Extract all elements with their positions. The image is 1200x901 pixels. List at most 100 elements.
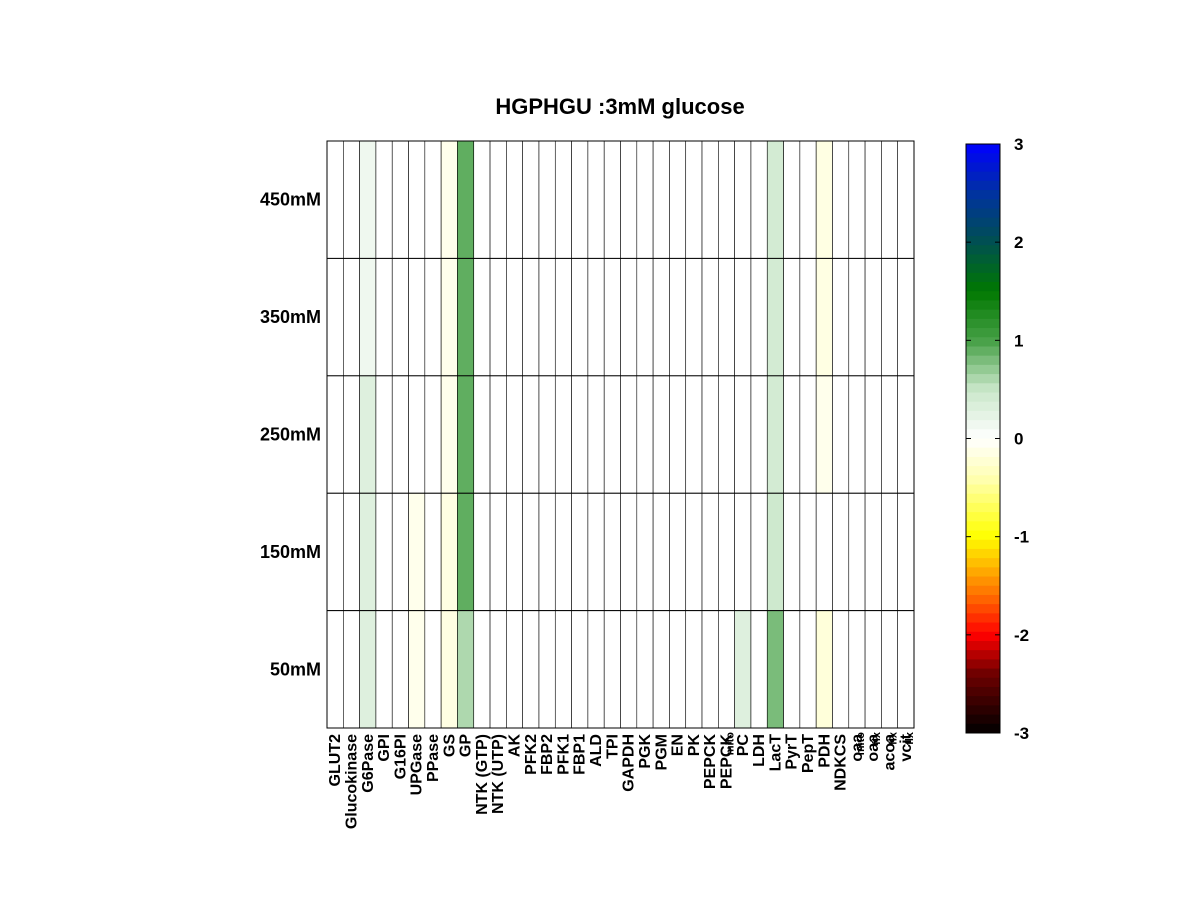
x-tick-subscript: flx <box>888 731 900 745</box>
heatmap-cell <box>408 492 426 611</box>
heatmap-cell <box>750 258 768 377</box>
x-tick-label: PK <box>686 734 703 757</box>
heatmap-cell <box>440 610 458 729</box>
heatmap-cell <box>522 492 540 611</box>
heatmap-cell <box>652 140 670 259</box>
colorbar-segment <box>966 677 1000 688</box>
heatmap-cell <box>457 492 475 611</box>
colorbar-segment <box>966 438 1000 449</box>
heatmap-cell <box>750 492 768 611</box>
heatmap-cell <box>881 140 898 259</box>
heatmap-cell <box>554 258 572 377</box>
heatmap-cell <box>457 375 475 494</box>
colorbar-segment <box>966 696 1000 706</box>
y-tick-label: 250mM <box>260 425 321 445</box>
colorbar-tick-label: -3 <box>1014 724 1029 743</box>
heatmap-cell <box>506 258 523 377</box>
colorbar-segment <box>966 337 1000 347</box>
heatmap-cell <box>326 492 344 611</box>
y-tick-labels: 450mM 350mM 250mM 150mM 50mM <box>260 190 321 680</box>
x-tick-label: PFK1 <box>555 734 572 775</box>
colorbar-tick-label: -2 <box>1014 626 1029 645</box>
heatmap-cell <box>783 375 801 494</box>
colorbar-segment <box>966 153 1000 163</box>
heatmap-cell <box>343 610 360 729</box>
heatmap-cell <box>718 258 735 377</box>
colorbar-segment <box>966 162 1000 173</box>
heatmap-cell <box>783 492 801 611</box>
heatmap-cell <box>440 140 458 259</box>
x-tick-label: GAPDH <box>621 734 638 792</box>
heatmap-cell <box>391 258 409 377</box>
colorbar-segment <box>966 272 1000 283</box>
heatmap-cell <box>815 375 833 494</box>
heatmap-cell <box>326 375 344 494</box>
colorbar-segment <box>966 392 1000 403</box>
heatmap-cell <box>391 375 409 494</box>
heatmap-cell <box>375 492 393 611</box>
y-tick-label: 450mM <box>260 190 321 210</box>
x-tick-label: FBP1 <box>572 734 589 775</box>
colorbar-segment <box>966 300 1000 311</box>
heatmap-cell <box>603 492 621 611</box>
heatmap-cell <box>359 492 377 611</box>
colorbar-segment <box>966 374 1000 384</box>
heatmap-cell <box>587 610 605 729</box>
heatmap-cell <box>554 140 572 259</box>
colorbar-segment <box>966 512 1000 522</box>
heatmap-cell <box>522 258 540 377</box>
heatmap-cell <box>408 258 426 377</box>
heatmap-cell <box>506 610 523 729</box>
colorbar-segment <box>966 328 1000 338</box>
heatmap-cell <box>587 375 605 494</box>
colorbar-segment <box>966 558 1000 568</box>
heatmap-cell <box>359 258 377 377</box>
heatmap-cell <box>897 375 915 494</box>
heatmap-cell <box>734 258 752 377</box>
x-tick-label: FBP2 <box>539 734 556 775</box>
x-tick-label: EN <box>670 734 687 756</box>
heatmap-cell <box>718 375 735 494</box>
heatmap-cell <box>538 258 556 377</box>
colorbar-segment <box>966 447 1000 458</box>
heatmap-cell <box>864 610 882 729</box>
heatmap-cell <box>522 140 540 259</box>
colorbar-segment <box>966 180 1000 191</box>
heatmap-cell <box>326 140 344 259</box>
y-tick-label: 50mM <box>270 659 321 679</box>
row-separators <box>327 257 914 612</box>
colorbar-segment <box>966 245 1000 255</box>
colorbar-segment <box>966 631 1000 642</box>
heatmap-cell <box>538 492 556 611</box>
heatmap-cell <box>359 610 377 729</box>
heatmap-cell <box>815 492 833 611</box>
x-tick-label: acoa <box>882 734 899 771</box>
heatmap-cell <box>848 375 866 494</box>
x-tick-label: TPI <box>604 734 621 759</box>
colorbar-segment <box>966 705 1000 716</box>
heatmap-cell <box>718 492 735 611</box>
colorbar-tick-labels: 3 2 1 0 -1 -2 -3 <box>966 135 1029 743</box>
heatmap-cell <box>457 140 475 259</box>
heatmap-cell <box>652 375 670 494</box>
heatmap-cell <box>636 492 654 611</box>
heatmap-cell <box>685 140 703 259</box>
heatmap-cell <box>783 140 801 259</box>
heatmap-cell <box>473 492 491 611</box>
x-tick-label: NTK (UTP) <box>490 734 507 814</box>
heatmap-cell <box>832 492 850 611</box>
heatmap-cell <box>652 492 670 611</box>
heatmap-cell <box>457 610 475 729</box>
heatmap-cell <box>799 258 817 377</box>
heatmap-cell <box>603 610 621 729</box>
colorbar-segment <box>966 171 1000 182</box>
heatmap-cell <box>864 258 882 377</box>
colorbar-segment <box>966 475 1000 486</box>
x-tick-label: NDKCS <box>833 734 850 791</box>
x-tick-label: PEPCK <box>702 734 719 790</box>
colorbar-segment <box>966 208 1000 219</box>
heatmap-cell <box>603 140 621 259</box>
colorbar-segment <box>966 144 1000 154</box>
heatmap-cell <box>864 375 882 494</box>
heatmap-cell <box>375 258 393 377</box>
